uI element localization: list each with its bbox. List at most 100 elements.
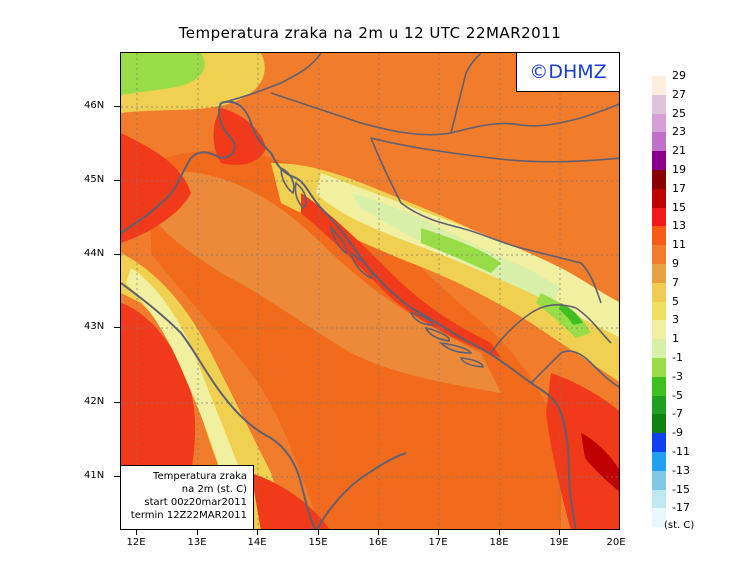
legend-swatch — [652, 207, 666, 227]
lon-tick — [257, 530, 258, 535]
legend-label: -15 — [672, 482, 690, 496]
alps-cold-zone — [121, 53, 205, 95]
legend-label: -13 — [672, 463, 690, 477]
adriatic-north-zone — [151, 171, 501, 393]
legend-swatch — [652, 433, 666, 453]
legend-swatch — [652, 94, 666, 114]
legend-swatch — [652, 489, 666, 509]
lon-tick — [559, 530, 560, 535]
legend-label: -1 — [672, 351, 683, 364]
dhmz-logo: ©DHMZ — [516, 52, 620, 92]
legend-label: 25 — [672, 106, 686, 120]
lat-label-45n: 45N — [84, 174, 105, 185]
legend-swatch — [652, 264, 666, 283]
lon-label-14e: 14E — [247, 537, 267, 548]
lon-label-18e: 18E — [489, 537, 509, 548]
legend-label: 1 — [672, 332, 679, 346]
lon-label-12e: 12E — [126, 537, 146, 548]
lat-label-44n: 44N — [84, 248, 105, 259]
legend-label: 29 — [672, 69, 686, 82]
lon-label-17e: 17E — [428, 537, 448, 548]
legend-label: -5 — [672, 388, 683, 402]
islands — [280, 166, 484, 368]
lat-tick — [114, 402, 120, 403]
legend-label: 27 — [672, 87, 686, 101]
legend-swatch — [652, 188, 666, 208]
legend-label: 17 — [672, 181, 686, 195]
apennine-crest-zone — [126, 268, 241, 473]
albania-hot-zone — [581, 433, 619, 492]
lat-label-42n: 42N — [84, 396, 105, 407]
info-line-1: Temperatura zraka — [153, 471, 247, 482]
lon-label-16e: 16E — [368, 537, 388, 548]
legend-label: 7 — [672, 275, 679, 289]
map-canvas — [121, 53, 619, 529]
dinaric-coldest-zone-2 — [536, 293, 591, 338]
legend-swatch — [652, 301, 666, 321]
dinaric-coldest-zone-3 — [559, 303, 583, 325]
dinaric-coldest-zone-1 — [421, 228, 501, 273]
legend-swatch — [652, 245, 666, 265]
info-box: Temperatura zraka na 2m (st. C) start 00… — [120, 465, 254, 530]
legend-label: 5 — [672, 294, 679, 308]
temperature-map — [120, 52, 620, 530]
legend-label: 11 — [672, 238, 686, 252]
legend-swatch — [652, 151, 666, 171]
legend-label: 9 — [672, 257, 679, 270]
legend-unit: (st. C) — [664, 520, 695, 531]
legend-swatch — [652, 76, 666, 95]
legend-label: 13 — [672, 219, 686, 233]
legend-swatch — [652, 132, 666, 152]
legend-swatch — [652, 414, 666, 434]
lon-tick — [136, 530, 137, 535]
country-borders — [220, 53, 619, 388]
legend-label: 23 — [672, 125, 686, 139]
lon-label-20e: 20E — [606, 537, 626, 548]
lat-label-43n: 43N — [84, 321, 105, 332]
legend-label: -3 — [672, 369, 683, 383]
lat-label-41n: 41N — [84, 470, 105, 481]
legend-label: -9 — [672, 426, 683, 440]
map-title: Temperatura zraka na 2m u 12 UTC 22MAR20… — [178, 24, 562, 42]
lat-tick — [114, 106, 120, 107]
legend-label: 3 — [672, 313, 679, 327]
lon-tick — [499, 530, 500, 535]
legend-label: -11 — [672, 445, 690, 458]
lon-label-15e: 15E — [308, 537, 328, 548]
lon-tick — [318, 530, 319, 535]
legend-label: 19 — [672, 163, 686, 176]
legend-swatch — [652, 395, 666, 415]
istria-warm-zone — [213, 108, 266, 165]
italy-warm-zone — [121, 133, 191, 243]
info-line-3: start 00z20mar2011 — [144, 497, 247, 508]
legend-swatch — [652, 508, 666, 528]
legend-swatch — [652, 320, 666, 340]
legend-swatch — [652, 282, 666, 302]
graticule — [121, 53, 619, 529]
lon-label-13e: 13E — [187, 537, 207, 548]
legend-swatch — [652, 376, 666, 396]
legend-label: 21 — [672, 144, 686, 158]
lat-tick — [114, 254, 120, 255]
lon-tick — [197, 530, 198, 535]
lat-tick — [114, 476, 120, 477]
info-line-2: na 2m (st. C) — [181, 484, 247, 495]
lon-tick — [438, 530, 439, 535]
legend-swatch — [652, 226, 666, 246]
legend-label: -7 — [672, 407, 683, 421]
lon-label-19e: 19E — [549, 537, 569, 548]
legend-swatch — [652, 339, 666, 359]
lon-tick — [378, 530, 379, 535]
coastlines — [121, 100, 577, 529]
legend-label: 15 — [672, 200, 686, 214]
legend-swatch — [652, 170, 666, 189]
albania-warm-zone — [546, 373, 619, 529]
lat-label-46n: 46N — [84, 100, 105, 111]
legend-label: -17 — [672, 501, 690, 515]
legend-swatch — [652, 470, 666, 490]
info-line-4: termin 12Z22MAR2011 — [130, 510, 247, 521]
croatia-coast-warm-zone — [301, 193, 501, 358]
legend-swatch — [652, 113, 666, 133]
legend-swatch — [652, 452, 666, 471]
lat-tick — [114, 327, 120, 328]
